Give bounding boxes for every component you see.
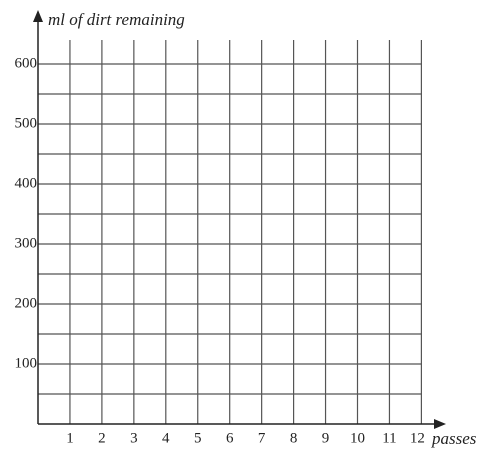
x-tick-label: 7 — [258, 430, 266, 446]
x-tick-label: 2 — [98, 430, 106, 446]
x-axis-arrow — [434, 419, 446, 429]
x-tick-label: 8 — [290, 430, 298, 446]
y-tick-label: 100 — [15, 355, 38, 371]
y-axis-arrow — [33, 10, 43, 22]
y-tick-label: 300 — [15, 235, 38, 251]
y-tick-label: 500 — [15, 115, 38, 131]
x-tick-label: 11 — [382, 430, 396, 446]
x-tick-label: 3 — [130, 430, 138, 446]
x-tick-label: 1 — [66, 430, 74, 446]
x-tick-label: 4 — [162, 430, 170, 446]
x-tick-label: 10 — [350, 430, 365, 446]
x-tick-label: 9 — [322, 430, 330, 446]
x-axis-title: passes — [431, 429, 477, 448]
y-tick-label: 600 — [15, 55, 38, 71]
x-tick-label: 5 — [194, 430, 202, 446]
y-axis-title: ml of dirt remaining — [48, 10, 185, 29]
x-tick-label: 6 — [226, 430, 234, 446]
y-tick-label: 200 — [15, 295, 38, 311]
x-tick-label: 12 — [410, 430, 425, 446]
y-tick-label: 400 — [15, 175, 38, 191]
